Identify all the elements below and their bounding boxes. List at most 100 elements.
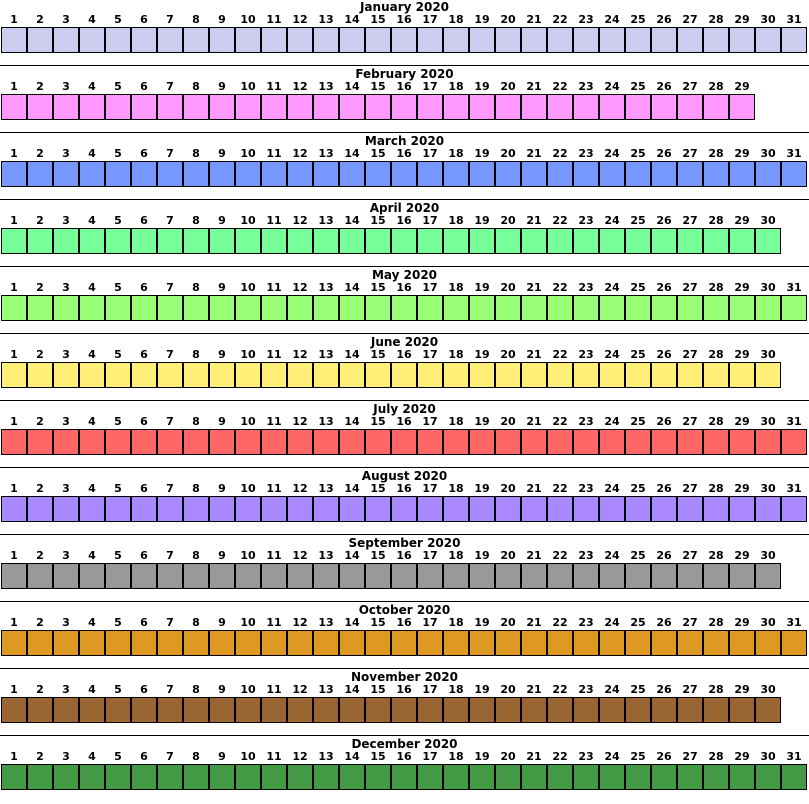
day-cell[interactable] bbox=[469, 563, 495, 589]
day-cell[interactable] bbox=[625, 563, 651, 589]
day-cell[interactable] bbox=[547, 563, 573, 589]
day-cell[interactable] bbox=[651, 362, 677, 388]
day-cell[interactable] bbox=[1, 429, 27, 455]
day-cell[interactable] bbox=[131, 496, 157, 522]
day-cell[interactable] bbox=[599, 563, 625, 589]
day-cell[interactable] bbox=[209, 630, 235, 656]
day-cell[interactable] bbox=[729, 27, 755, 53]
day-cell[interactable] bbox=[391, 362, 417, 388]
day-cell[interactable] bbox=[677, 563, 703, 589]
day-cell[interactable] bbox=[443, 697, 469, 723]
day-cell[interactable] bbox=[573, 228, 599, 254]
day-cell[interactable] bbox=[703, 27, 729, 53]
day-cell[interactable] bbox=[313, 496, 339, 522]
day-cell[interactable] bbox=[625, 362, 651, 388]
day-cell[interactable] bbox=[27, 429, 53, 455]
day-cell[interactable] bbox=[287, 295, 313, 321]
day-cell[interactable] bbox=[573, 429, 599, 455]
day-cell[interactable] bbox=[729, 764, 755, 790]
day-cell[interactable] bbox=[339, 764, 365, 790]
day-cell[interactable] bbox=[183, 697, 209, 723]
day-cell[interactable] bbox=[79, 228, 105, 254]
day-cell[interactable] bbox=[313, 630, 339, 656]
day-cell[interactable] bbox=[625, 429, 651, 455]
day-cell[interactable] bbox=[157, 630, 183, 656]
day-cell[interactable] bbox=[651, 496, 677, 522]
day-cell[interactable] bbox=[365, 429, 391, 455]
day-cell[interactable] bbox=[131, 228, 157, 254]
day-cell[interactable] bbox=[781, 429, 807, 455]
day-cell[interactable] bbox=[105, 764, 131, 790]
day-cell[interactable] bbox=[781, 161, 807, 187]
day-cell[interactable] bbox=[469, 429, 495, 455]
day-cell[interactable] bbox=[469, 27, 495, 53]
day-cell[interactable] bbox=[261, 496, 287, 522]
day-cell[interactable] bbox=[703, 563, 729, 589]
day-cell[interactable] bbox=[391, 630, 417, 656]
day-cell[interactable] bbox=[339, 496, 365, 522]
day-cell[interactable] bbox=[781, 496, 807, 522]
day-cell[interactable] bbox=[261, 429, 287, 455]
day-cell[interactable] bbox=[235, 27, 261, 53]
day-cell[interactable] bbox=[495, 630, 521, 656]
day-cell[interactable] bbox=[1, 697, 27, 723]
day-cell[interactable] bbox=[339, 94, 365, 120]
day-cell[interactable] bbox=[287, 429, 313, 455]
day-cell[interactable] bbox=[469, 94, 495, 120]
day-cell[interactable] bbox=[365, 228, 391, 254]
day-cell[interactable] bbox=[79, 94, 105, 120]
day-cell[interactable] bbox=[53, 630, 79, 656]
day-cell[interactable] bbox=[209, 94, 235, 120]
day-cell[interactable] bbox=[599, 429, 625, 455]
day-cell[interactable] bbox=[521, 563, 547, 589]
day-cell[interactable] bbox=[261, 630, 287, 656]
day-cell[interactable] bbox=[755, 362, 781, 388]
day-cell[interactable] bbox=[105, 697, 131, 723]
day-cell[interactable] bbox=[469, 161, 495, 187]
day-cell[interactable] bbox=[599, 161, 625, 187]
day-cell[interactable] bbox=[209, 228, 235, 254]
day-cell[interactable] bbox=[131, 94, 157, 120]
day-cell[interactable] bbox=[339, 630, 365, 656]
day-cell[interactable] bbox=[131, 630, 157, 656]
day-cell[interactable] bbox=[547, 161, 573, 187]
day-cell[interactable] bbox=[521, 630, 547, 656]
day-cell[interactable] bbox=[1, 764, 27, 790]
day-cell[interactable] bbox=[27, 295, 53, 321]
day-cell[interactable] bbox=[547, 697, 573, 723]
day-cell[interactable] bbox=[365, 161, 391, 187]
day-cell[interactable] bbox=[105, 295, 131, 321]
day-cell[interactable] bbox=[27, 697, 53, 723]
day-cell[interactable] bbox=[365, 764, 391, 790]
day-cell[interactable] bbox=[391, 94, 417, 120]
day-cell[interactable] bbox=[781, 630, 807, 656]
day-cell[interactable] bbox=[105, 27, 131, 53]
day-cell[interactable] bbox=[131, 697, 157, 723]
day-cell[interactable] bbox=[391, 764, 417, 790]
day-cell[interactable] bbox=[339, 228, 365, 254]
day-cell[interactable] bbox=[313, 228, 339, 254]
day-cell[interactable] bbox=[443, 362, 469, 388]
day-cell[interactable] bbox=[495, 563, 521, 589]
day-cell[interactable] bbox=[651, 27, 677, 53]
day-cell[interactable] bbox=[365, 563, 391, 589]
day-cell[interactable] bbox=[677, 161, 703, 187]
day-cell[interactable] bbox=[443, 228, 469, 254]
day-cell[interactable] bbox=[677, 27, 703, 53]
day-cell[interactable] bbox=[79, 563, 105, 589]
day-cell[interactable] bbox=[599, 496, 625, 522]
day-cell[interactable] bbox=[651, 630, 677, 656]
day-cell[interactable] bbox=[495, 27, 521, 53]
day-cell[interactable] bbox=[157, 362, 183, 388]
day-cell[interactable] bbox=[469, 764, 495, 790]
day-cell[interactable] bbox=[703, 228, 729, 254]
day-cell[interactable] bbox=[27, 362, 53, 388]
day-cell[interactable] bbox=[287, 362, 313, 388]
day-cell[interactable] bbox=[781, 764, 807, 790]
day-cell[interactable] bbox=[27, 27, 53, 53]
day-cell[interactable] bbox=[287, 27, 313, 53]
day-cell[interactable] bbox=[391, 429, 417, 455]
day-cell[interactable] bbox=[755, 697, 781, 723]
day-cell[interactable] bbox=[521, 94, 547, 120]
day-cell[interactable] bbox=[677, 429, 703, 455]
